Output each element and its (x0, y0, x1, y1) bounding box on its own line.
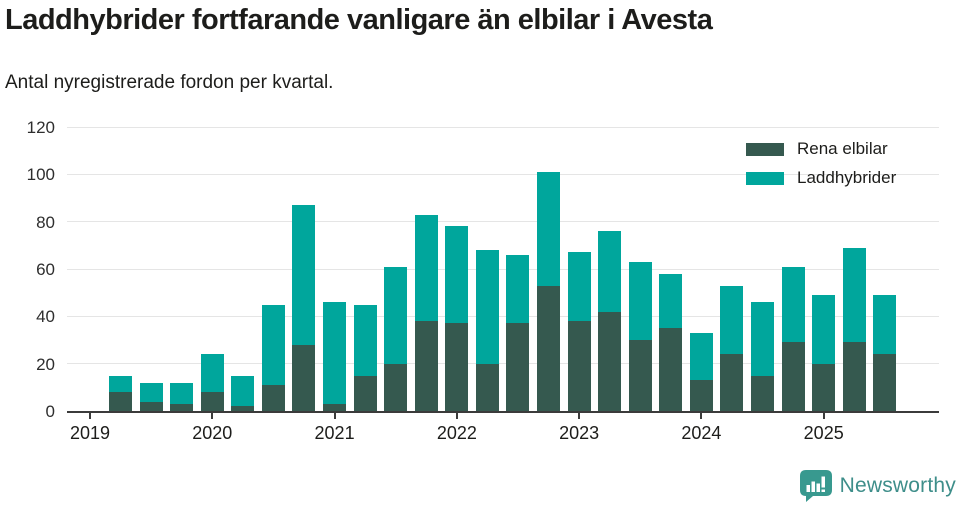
legend-swatch (746, 142, 784, 156)
bar-segment (689, 380, 713, 411)
bar-segment (720, 354, 744, 411)
bar-segment (292, 205, 316, 345)
bar-segment (445, 226, 469, 324)
y-axis-labels: 0 20 40 60 80 100 120 (0, 118, 55, 422)
bar-segment (445, 323, 469, 411)
legend: Rena elbilar Laddhybrider (746, 139, 897, 198)
bar-segment (200, 392, 224, 411)
y-tick-label: 120 (26, 118, 55, 137)
x-tick-mark (700, 413, 703, 419)
bar-segment (475, 250, 499, 364)
bar-segment (231, 406, 255, 411)
y-tick-label: 80 (36, 212, 55, 232)
legend-label: Laddhybrider (797, 168, 897, 187)
y-tick-label: 20 (36, 354, 55, 374)
bar-segment (475, 363, 499, 411)
brand-name: Newsworthy (839, 473, 956, 497)
brand-footer: Newsworthy (799, 469, 956, 502)
y-tick-label: 0 (45, 402, 55, 421)
bar-segment (781, 266, 805, 343)
bar-segment (689, 332, 713, 381)
x-tick-label: 2019 (69, 423, 111, 443)
x-tick-mark (333, 413, 336, 419)
legend-swatch (746, 171, 784, 185)
legend-label: Rena elbilar (797, 139, 888, 158)
page-subtitle: Antal nyregistrerade fordon per kvartal. (5, 72, 334, 93)
bar-segment (812, 295, 836, 364)
y-tick-label: 60 (36, 260, 55, 279)
bar-segment (567, 321, 591, 411)
bar-segment (109, 392, 133, 411)
bar-segment (812, 363, 836, 411)
x-tick-mark (578, 413, 581, 419)
y-tick-label: 100 (26, 165, 55, 185)
bar-segment (628, 261, 652, 340)
bar-segment (659, 273, 683, 329)
bar-segment (384, 363, 408, 411)
x-tick-label: 2024 (681, 423, 722, 443)
bar-segment (323, 302, 347, 404)
bar-segment (109, 375, 133, 393)
bar-segment (873, 295, 897, 355)
x-tick-label: 2020 (192, 423, 233, 443)
bar-segment (659, 328, 683, 411)
x-tick-mark (211, 413, 214, 419)
newsworthy-logo-icon (799, 470, 832, 502)
bar-segment (537, 171, 561, 286)
bar-segment (567, 252, 591, 322)
x-tick-label: 2025 (803, 423, 844, 443)
y-tick-label: 40 (36, 307, 55, 327)
gridline (67, 363, 939, 365)
plot-area (67, 126, 939, 419)
legend-item: Rena elbilar (746, 139, 896, 158)
bar-segment (720, 285, 744, 355)
bar-segment (598, 231, 622, 312)
x-axis-line (67, 411, 939, 413)
x-tick-label: 2023 (559, 423, 600, 443)
gridline (67, 173, 939, 175)
bar-segment (170, 403, 194, 411)
bar-segment (261, 384, 285, 411)
gridline (67, 221, 939, 223)
page-title: Laddhybrider fortfarande vanligare än el… (5, 4, 713, 36)
bar-segment (170, 382, 194, 404)
gridline (67, 268, 939, 270)
bar-segment (842, 342, 866, 411)
x-tick-label: 2021 (314, 423, 355, 443)
bar-segment (261, 304, 285, 385)
bar-segment (873, 354, 897, 411)
bar-segment (200, 354, 224, 393)
bar-segment (781, 342, 805, 411)
bar-segment (231, 375, 255, 407)
bar-segment (323, 403, 347, 411)
bar-segment (384, 266, 408, 364)
bar-segment (506, 254, 530, 324)
x-tick-label: 2022 (436, 423, 477, 443)
gridline (67, 126, 939, 128)
bar-segment (414, 214, 438, 322)
x-tick-mark (89, 413, 91, 419)
bar-segment (292, 344, 316, 411)
bar-segment (537, 285, 561, 411)
bar-segment (506, 323, 530, 411)
x-axis-labels: 2019 2020 2021 2022 2023 2024 2025 (67, 423, 939, 447)
bar-segment (139, 382, 163, 402)
bar-segment (353, 304, 377, 376)
bar-segment (598, 311, 622, 411)
bar-segment (842, 247, 866, 343)
bar-segment (414, 321, 438, 411)
bar-segment (751, 302, 775, 376)
bar-segment (353, 375, 377, 411)
bar-segment (628, 340, 652, 411)
gridline (67, 315, 939, 317)
x-tick-mark (455, 413, 458, 419)
x-tick-mark (822, 413, 825, 419)
bar-segment (751, 375, 775, 411)
legend-item: Laddhybrider (746, 168, 897, 187)
bar-segment (139, 401, 163, 411)
